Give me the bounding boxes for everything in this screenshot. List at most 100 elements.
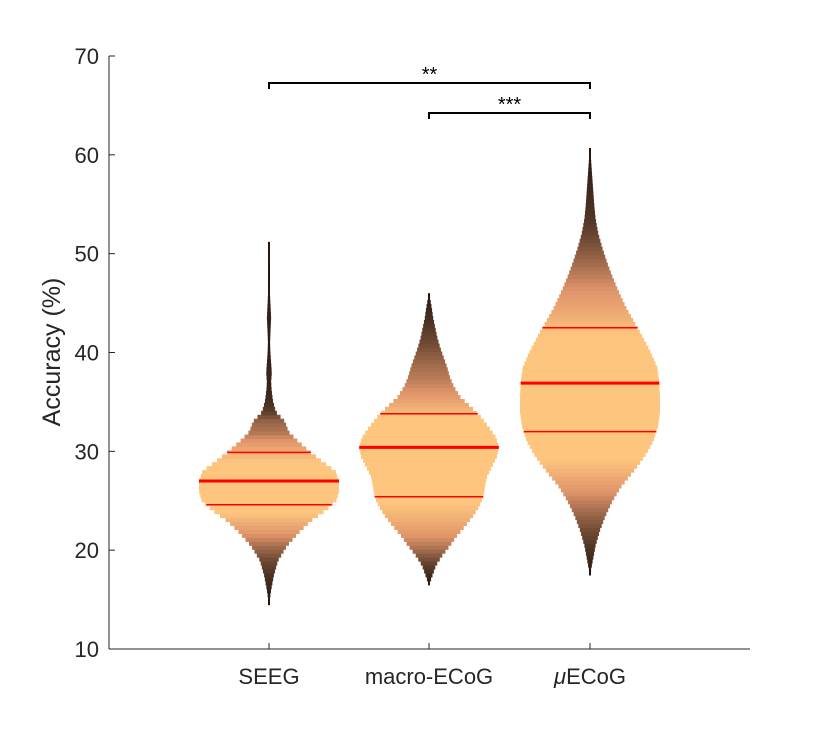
significance-bracket [428,112,591,119]
violin-band [376,497,482,503]
violin-band [426,576,432,582]
violin-band [567,274,613,279]
violin-band [588,563,592,568]
violin-band [522,369,658,374]
violin-band [211,462,327,467]
violin-SEEG [199,241,339,606]
violin-band [410,367,448,372]
violin-band [382,509,476,515]
violin-band [401,533,457,538]
y-axis-title: Accuracy (%) [38,278,66,427]
violin-band [244,434,294,440]
violin-band [524,361,656,366]
violin-band [583,223,597,228]
violin-band [366,466,492,471]
violin-band [397,529,461,534]
violin-band [263,402,275,408]
significance-label: ** [422,64,438,86]
violin-band [234,525,304,531]
violin-band [548,472,632,477]
violin-band [251,422,287,428]
violin-band [268,248,270,254]
violin-band [586,187,594,192]
violin-band [537,333,643,339]
violin-band [373,489,485,495]
violin-band [225,517,313,523]
violin-band [264,572,274,578]
violin-band [527,440,653,446]
violin-band [533,341,647,347]
violin-band [588,167,592,173]
violin-band [418,343,440,349]
violin-band [360,450,498,455]
violin-band [267,355,271,361]
violin-band [520,416,660,422]
violin-band [363,458,495,463]
violin-band [566,278,614,283]
violin-band [406,541,452,546]
violin-band [266,315,272,321]
violin-band [529,349,651,355]
violin-band [572,262,608,268]
violin-band [520,408,660,414]
violin-band [588,163,592,169]
violin-band [426,304,432,309]
violin-band [586,199,594,204]
violin-band [423,319,435,325]
violin-band [400,391,458,396]
violin-band [406,379,452,384]
violin-band [268,252,270,258]
violin-band [365,430,493,436]
violin-band [267,343,271,349]
violin-band [409,545,449,550]
violin-band [200,474,338,479]
y-tick-label: 10 [75,637,99,662]
violin-band [268,288,270,293]
violin-band [552,476,628,481]
violin-macro-ECoG [359,293,499,586]
violin-band [267,335,271,341]
violin-band [372,481,486,487]
violin-band [532,448,648,453]
violin-band [374,418,484,424]
violin-band [266,379,272,384]
violin-band [585,203,595,208]
violin-band [559,294,621,299]
violin-band [377,501,481,507]
violin-band [520,404,660,410]
y-tick-label: 50 [75,242,99,267]
violin-band [544,321,636,327]
violin-band [422,327,436,333]
violin-band [536,456,644,461]
violin-band [214,509,324,515]
violin-band [230,521,308,527]
violin-band [520,393,660,398]
violin-band [524,432,656,438]
violin-band [564,282,616,287]
violin-band [578,523,602,529]
violin-band [580,234,600,240]
violin-band [423,323,435,329]
violin-band [266,363,272,368]
violin-band [425,311,433,317]
violin-band [527,353,653,359]
violin-band [589,155,591,161]
violin-band [267,304,271,309]
violin-band [584,215,596,220]
violin-band [586,191,594,196]
y-tick-label: 20 [75,538,99,563]
violin-band [415,351,443,357]
violin-band [267,331,271,337]
violin-band [409,371,449,376]
violin-band [563,491,617,497]
violin-band [575,515,605,521]
violin-band [581,531,599,536]
violin-band [260,561,278,566]
violin-band [268,264,270,270]
violin-band [391,521,467,527]
violin-band [385,406,473,412]
violin-band [267,347,271,353]
violin-band [428,580,430,586]
violin-band [587,183,593,189]
